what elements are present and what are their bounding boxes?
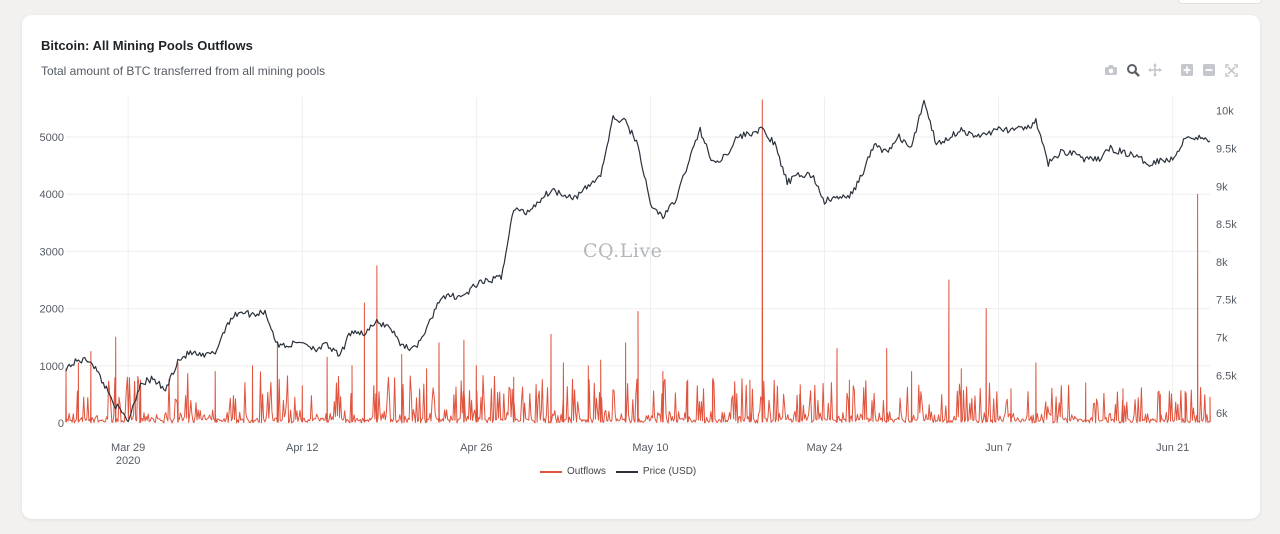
y-right-tick-label: 6.5k xyxy=(1216,370,1237,382)
y-right-tick-label: 8.5k xyxy=(1216,219,1237,231)
outflows-series xyxy=(65,99,1211,424)
x-tick-label: May 24 xyxy=(806,442,842,454)
autoscale-icon[interactable] xyxy=(1222,61,1240,79)
camera-icon[interactable] xyxy=(1102,61,1120,79)
y-left-tick-label: 3000 xyxy=(40,246,64,258)
y-right-tick-label: 7.5k xyxy=(1216,295,1237,307)
chart-subtitle: Total amount of BTC transferred from all… xyxy=(41,64,326,78)
y-right-tick-label: 6k xyxy=(1216,408,1228,420)
legend-label-outflows: Outflows xyxy=(567,466,606,477)
y-left-tick-label: 0 xyxy=(58,418,64,430)
zoom-in-icon[interactable] xyxy=(1178,61,1196,79)
price-series xyxy=(65,99,1211,423)
x-tick-label: May 10 xyxy=(632,442,668,454)
x-tick-label: Jun 7 xyxy=(985,442,1012,454)
legend-swatch-outflows xyxy=(540,470,562,473)
y-right-tick-label: 9k xyxy=(1216,181,1228,193)
legend: Outflows Price (USD) xyxy=(540,466,696,477)
x-tick-label: Mar 29 xyxy=(111,442,145,454)
watermark-logo: CQ.Live xyxy=(583,240,663,262)
x-tick-label: Apr 26 xyxy=(460,442,492,454)
y-right-tick-label: 8k xyxy=(1216,257,1228,269)
x-tick-label: Apr 12 xyxy=(286,442,318,454)
chart-title: Bitcoin: All Mining Pools Outflows xyxy=(41,38,253,53)
legend-item-outflows[interactable]: Outflows xyxy=(540,466,606,477)
zoom-out-icon[interactable] xyxy=(1200,61,1218,79)
x-tick-label: Jun 21 xyxy=(1156,442,1189,454)
outflows-line xyxy=(65,99,1211,424)
pan-icon[interactable] xyxy=(1146,61,1164,79)
legend-item-price[interactable]: Price (USD) xyxy=(615,466,697,477)
y-right-tick-label: 7k xyxy=(1216,333,1228,345)
legend-swatch-price xyxy=(615,470,638,473)
chart-toolbar xyxy=(1102,61,1240,79)
chart-card: Bitcoin: All Mining Pools Outflows Total… xyxy=(22,15,1260,519)
y-right-tick-label: 10k xyxy=(1216,106,1234,118)
x-tick-sublabel: 2020 xyxy=(116,455,140,467)
y-left-tick-label: 1000 xyxy=(40,361,64,373)
y-left-tick-label: 5000 xyxy=(40,132,64,144)
axis-labels: 0 1000 2000 3000 4000 5000 6k 6.5k 7k 7.5k 8k 8.5k 9… xyxy=(40,106,1238,467)
legend-label-price: Price (USD) xyxy=(642,466,697,477)
y-left-tick-label: 2000 xyxy=(40,304,64,316)
y-right-tick-label: 9.5k xyxy=(1216,143,1237,155)
price-line xyxy=(65,99,1211,423)
zoom-icon[interactable] xyxy=(1124,61,1142,79)
y-left-tick-label: 4000 xyxy=(40,189,64,201)
